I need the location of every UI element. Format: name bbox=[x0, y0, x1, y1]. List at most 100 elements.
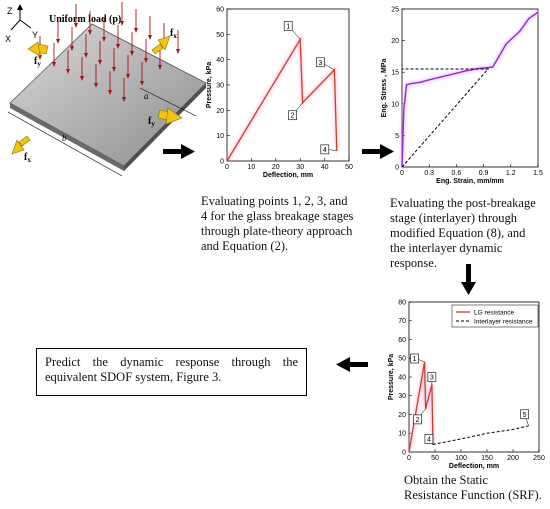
y-tick-label: 15 bbox=[391, 70, 399, 77]
y-tick-label: 40 bbox=[398, 374, 406, 381]
load-arrow-head bbox=[98, 60, 102, 65]
x-tick-label: 1.5 bbox=[533, 170, 543, 177]
y-axis-label: Pressure, kPa bbox=[206, 62, 213, 108]
point-label-1: 1 bbox=[286, 23, 290, 30]
load-arrow-head bbox=[88, 30, 92, 35]
flow-arrow-down-icon bbox=[461, 264, 476, 295]
load-arrow-head bbox=[158, 65, 162, 70]
point-label-box bbox=[288, 110, 297, 121]
y-tick-label: 60 bbox=[216, 6, 224, 13]
point-label-box bbox=[410, 353, 419, 364]
glass-plate-edge-right bbox=[124, 83, 206, 171]
y-tick-label: 5 bbox=[395, 133, 399, 140]
y-axis-label: Pressure, kPa bbox=[388, 354, 395, 400]
force-arrow-icon bbox=[11, 135, 31, 155]
legend-box bbox=[451, 304, 539, 328]
load-arrow-head bbox=[116, 44, 120, 49]
y-axis-label: Eng. Stress , MPa bbox=[381, 59, 388, 118]
axis-z-label: Z bbox=[7, 6, 13, 16]
y-tick-label: 30 bbox=[216, 82, 224, 89]
force-label-fx-right: fx bbox=[170, 28, 177, 40]
point-label-5: 5 bbox=[523, 412, 527, 419]
load-arrow-head bbox=[176, 49, 180, 54]
point-label-box bbox=[520, 409, 529, 420]
x-tick-label: 30 bbox=[296, 164, 304, 171]
load-arrow-head bbox=[94, 83, 98, 88]
stress-strain-curve bbox=[401, 11, 539, 168]
force-arrow-icon bbox=[157, 107, 183, 125]
force-label-fx-left: fx bbox=[24, 152, 31, 164]
dimension-a-line bbox=[139, 87, 197, 117]
load-arrow-head bbox=[66, 69, 70, 74]
x-tick-label: 150 bbox=[481, 455, 493, 462]
force-arrow-icon bbox=[27, 41, 49, 57]
y-tick-label: 40 bbox=[216, 57, 224, 64]
y-tick-label: 20 bbox=[398, 412, 406, 419]
x-tick-label: 50 bbox=[431, 455, 439, 462]
load-arrow-head bbox=[144, 58, 148, 63]
load-arrow-head bbox=[102, 37, 106, 42]
pressure-deflection-chart: 0 10 20 30 40 50 0 10 20 30 40 50 60 Deflection, mm Pr… bbox=[206, 6, 353, 179]
x-tick-label: 50 bbox=[345, 164, 353, 171]
y-tick-label: 25 bbox=[391, 6, 399, 13]
bilinear-approximation bbox=[401, 68, 490, 168]
load-arrow-head bbox=[70, 46, 74, 51]
force-label-fy-top: fy bbox=[34, 56, 41, 68]
srf-chart: 0 50 100 150 200 250 0 10 20 30 40 50 60 70 80 Deflecti… bbox=[388, 299, 545, 470]
point-label-box bbox=[413, 414, 422, 425]
stress-strain-chart: 0 0.3 0.6 0.9 1.2 1.5 0 5 10 15 20 25 Eng. Strain, m… bbox=[381, 6, 543, 185]
x-axis-label: Deflection, mm bbox=[449, 463, 499, 470]
y-tick-label: 50 bbox=[216, 32, 224, 39]
axis-y-label: Y bbox=[32, 30, 38, 40]
plot-area bbox=[226, 8, 350, 162]
flow-arrow-right-icon bbox=[163, 144, 195, 159]
point-label-2: 2 bbox=[291, 113, 295, 120]
x-tick-label: 10 bbox=[248, 164, 256, 171]
point-label-4: 4 bbox=[427, 437, 431, 444]
force-arrow-icon bbox=[151, 35, 171, 55]
point-label-box bbox=[283, 21, 293, 31]
load-arrow-head bbox=[122, 97, 126, 102]
load-arrow-head bbox=[56, 39, 60, 44]
dimension-b-label: b bbox=[62, 133, 67, 143]
point-label-2: 2 bbox=[416, 417, 420, 424]
load-arrow-head bbox=[148, 35, 152, 40]
load-arrow-head bbox=[112, 67, 116, 72]
y-tick-label: 10 bbox=[216, 133, 224, 140]
legend-entry: Interlayer resistance bbox=[474, 319, 533, 326]
y-tick-label: 0 bbox=[220, 158, 224, 165]
x-tick-label: 0.9 bbox=[479, 170, 489, 177]
y-tick-label: 10 bbox=[398, 431, 406, 438]
glass-plate-edge bbox=[10, 103, 124, 171]
point-label-3: 3 bbox=[430, 375, 434, 382]
x-tick-label: 20 bbox=[272, 164, 280, 171]
force-label-fy-bottom: fy bbox=[148, 116, 155, 128]
flow-arrow-right-icon bbox=[362, 144, 394, 159]
y-tick-label: 80 bbox=[398, 299, 406, 306]
legend-entry: LG resistance bbox=[474, 310, 514, 317]
y-tick-label: 0 bbox=[395, 164, 399, 171]
load-arrow-head bbox=[38, 55, 42, 60]
x-tick-label: 100 bbox=[455, 455, 467, 462]
y-tick-label: 20 bbox=[391, 38, 399, 45]
x-axis-label: Eng. Strain, mm/mm bbox=[436, 178, 504, 185]
load-arrow-head bbox=[74, 23, 78, 28]
point-label-box bbox=[316, 57, 325, 68]
point-label-box bbox=[424, 434, 434, 444]
load-arrow-head bbox=[130, 51, 134, 56]
x-tick-label: 0 bbox=[400, 170, 404, 177]
load-arrow-head bbox=[140, 81, 144, 86]
x-tick-label: 0 bbox=[225, 164, 229, 171]
y-tick-label: 10 bbox=[391, 101, 399, 108]
interlayer-resistance-line bbox=[432, 425, 529, 445]
dimension-b-line bbox=[7, 111, 123, 177]
axes-triad-icon: Z X Y bbox=[5, 4, 38, 44]
dimension-a-label: a bbox=[144, 91, 149, 101]
flow-arrow-left-icon bbox=[336, 357, 368, 372]
load-arrow-head bbox=[126, 74, 130, 79]
x-tick-label: 200 bbox=[507, 455, 519, 462]
point-label-1: 1 bbox=[413, 356, 417, 363]
y-tick-label: 70 bbox=[398, 318, 406, 325]
load-arrows bbox=[38, 2, 180, 102]
